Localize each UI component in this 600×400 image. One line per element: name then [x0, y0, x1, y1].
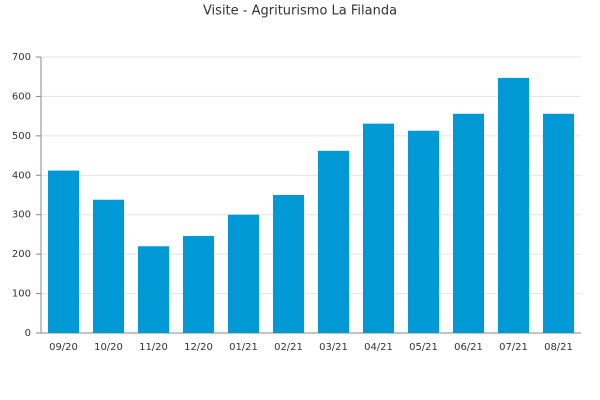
- y-tick-label: 700: [12, 52, 31, 63]
- y-tick-label: 300: [12, 210, 31, 221]
- bar: [497, 77, 530, 333]
- x-tick-label: 03/21: [319, 342, 348, 353]
- bar: [182, 236, 215, 333]
- bar: [362, 123, 395, 334]
- y-tick-label: 100: [12, 289, 31, 300]
- x-tick-label: 10/20: [94, 342, 123, 353]
- y-tick-label: 600: [12, 91, 31, 102]
- x-tick-label: 01/21: [229, 342, 258, 353]
- y-tick-label: 500: [12, 131, 31, 142]
- x-tick-label: 12/20: [184, 342, 213, 353]
- bar: [317, 150, 350, 333]
- y-tick-label: 0: [25, 328, 31, 339]
- y-tick-label: 200: [12, 249, 31, 260]
- chart-title: Visite - Agriturismo La Filanda: [203, 4, 397, 19]
- bar: [137, 246, 170, 333]
- bar: [272, 195, 305, 333]
- x-tick-label: 02/21: [274, 342, 303, 353]
- bar: [227, 214, 260, 333]
- x-tick-label: 06/21: [454, 342, 483, 353]
- x-tick-label: 04/21: [364, 342, 393, 353]
- x-tick-label: 09/20: [49, 342, 78, 353]
- bar: [92, 199, 125, 333]
- x-tick-label: 08/21: [544, 342, 573, 353]
- x-tick-label: 07/21: [499, 342, 528, 353]
- y-tick-label: 400: [12, 170, 31, 181]
- x-tick-label: 11/20: [139, 342, 168, 353]
- x-tick-label: 05/21: [409, 342, 438, 353]
- bar: [407, 130, 440, 333]
- bar: [542, 113, 575, 333]
- bar: [47, 170, 80, 333]
- bar: [452, 113, 485, 333]
